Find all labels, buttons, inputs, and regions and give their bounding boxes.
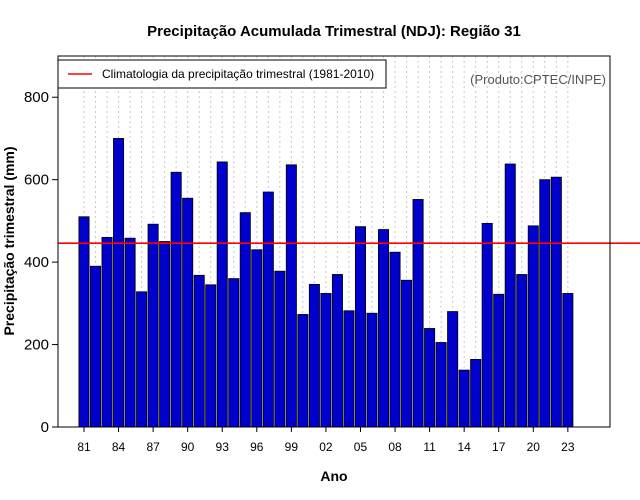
bar-14	[458, 369, 470, 428]
bar-02	[320, 293, 332, 428]
bar-88	[159, 241, 171, 428]
plot-frame	[57, 55, 611, 428]
bar-19	[516, 274, 528, 428]
bar-17	[493, 293, 505, 428]
bar-98	[274, 270, 286, 428]
bar-89	[170, 171, 182, 428]
bar-00	[297, 314, 309, 428]
x-tick-label: 20	[527, 440, 541, 454]
bar-22	[550, 176, 562, 428]
bar-10	[412, 199, 424, 428]
bar-97	[262, 191, 274, 428]
x-tick-label: 11	[423, 440, 436, 454]
y-tick-label: 600	[24, 172, 49, 189]
bar-21	[539, 179, 551, 428]
bar-12	[435, 342, 447, 428]
bar-16	[481, 222, 493, 428]
bar-04	[343, 310, 355, 428]
chart-title: Precipitação Acumulada Trimestral (NDJ):…	[147, 23, 521, 40]
bar-20	[527, 225, 539, 428]
source-label: (Produto:CPTEC/INPE)	[470, 72, 606, 87]
bar-96	[251, 249, 263, 428]
bar-07	[378, 229, 390, 428]
y-tick-label: 400	[24, 254, 49, 271]
x-tick-label: 02	[319, 440, 333, 454]
bar-92	[205, 284, 217, 428]
bar-05	[354, 226, 366, 428]
bar-01	[308, 283, 320, 428]
bar-93	[216, 161, 228, 428]
bar-85	[124, 237, 136, 428]
bars	[78, 138, 574, 428]
x-tick-label: 05	[354, 440, 368, 454]
bar-15	[470, 358, 482, 428]
x-axis: 81 84 87 90 93 96 99 02 05 08 11 14 17 20 23	[77, 427, 575, 454]
x-tick-label: 96	[250, 440, 264, 454]
bar-08	[389, 251, 401, 428]
x-tick-label: 17	[492, 440, 506, 454]
bar-18	[504, 163, 516, 428]
bar-23	[562, 293, 574, 428]
bar-11	[424, 328, 436, 428]
legend-label: Climatologia da precipitação trimestral …	[102, 67, 374, 81]
x-axis-title: Ano	[320, 468, 347, 484]
bar-13	[447, 311, 459, 428]
y-axis: 0 200 400 600 800	[24, 89, 58, 436]
x-tick-label: 99	[285, 440, 299, 454]
x-tick-label: 93	[216, 440, 230, 454]
y-tick-label: 0	[41, 419, 49, 436]
bar-87	[147, 223, 159, 428]
bar-95	[239, 212, 251, 428]
bar-83	[101, 236, 113, 428]
x-tick-label: 87	[146, 440, 160, 454]
x-tick-label: 23	[561, 440, 575, 454]
bar-09	[401, 279, 413, 428]
bar-03	[331, 274, 343, 428]
bar-06	[366, 312, 378, 428]
bar-94	[228, 278, 240, 428]
bar-86	[136, 291, 148, 428]
bar-90	[182, 197, 194, 428]
bar-81	[78, 216, 90, 428]
y-tick-label: 200	[24, 337, 49, 354]
legend: Climatologia da precipitação trimestral …	[57, 59, 387, 89]
legend-box	[57, 59, 387, 89]
x-tick-label: 08	[388, 440, 402, 454]
x-tick-label: 14	[457, 440, 471, 454]
bar-84	[113, 138, 125, 428]
x-tick-label: 90	[181, 440, 195, 454]
bar-99	[285, 164, 297, 428]
bar-82	[90, 265, 102, 428]
x-tick-label: 84	[112, 440, 126, 454]
y-tick-label: 800	[24, 89, 49, 106]
x-tick-label: 81	[77, 440, 91, 454]
y-axis-title: Precipitação trimestral (mm)	[1, 146, 17, 335]
bar-91	[193, 274, 205, 428]
